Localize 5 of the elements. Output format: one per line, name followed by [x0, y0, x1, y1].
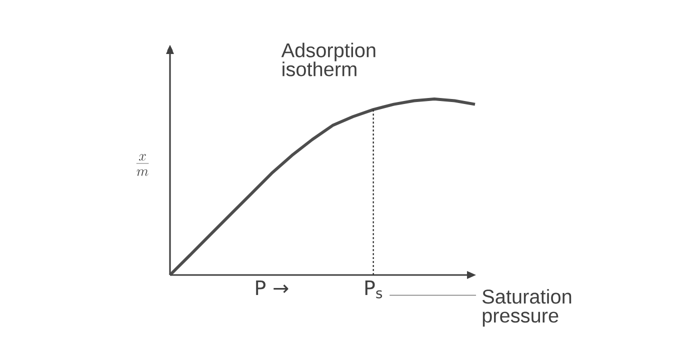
- x-tick-label: P$_{s}$: [365, 280, 382, 298]
- chart-title: Adsorption isotherm: [281, 42, 376, 76]
- x-tick-label: P →: [256, 280, 288, 296]
- y-axis-title: $\frac{x}{m}$: [136, 154, 149, 176]
- text: Saturation pressure: [482, 289, 572, 327]
